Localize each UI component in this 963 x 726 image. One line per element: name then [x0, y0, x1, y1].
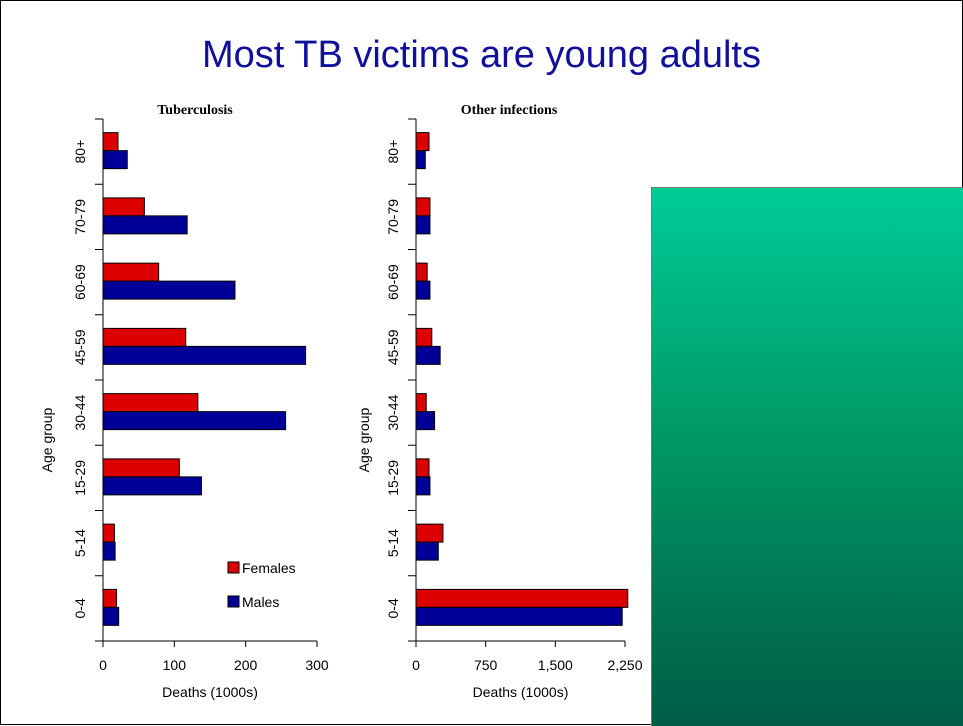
bar-males: [416, 216, 430, 234]
category-label: 5-14: [72, 529, 88, 557]
legend-swatch-females: [228, 562, 239, 573]
bar-males: [103, 542, 115, 560]
bar-females: [103, 328, 186, 346]
bar-males: [103, 412, 286, 430]
x-tick-label: 200: [234, 657, 258, 673]
category-label: 0-4: [385, 598, 401, 618]
bar-females: [103, 394, 198, 412]
legend-label-males: Males: [242, 594, 279, 610]
bar-males: [416, 151, 425, 169]
chart-title: Tuberculosis: [157, 103, 233, 118]
category-label: 15-29: [385, 460, 401, 496]
bar-males: [103, 216, 187, 234]
x-tick-label: 750: [474, 657, 498, 673]
category-label: 70-79: [72, 199, 88, 235]
bar-males: [103, 281, 235, 299]
x-axis-label: Deaths (1000s): [162, 684, 258, 700]
bar-females: [103, 524, 114, 542]
chart-title: Other infections: [461, 103, 558, 118]
x-axis-label: Deaths (1000s): [473, 684, 569, 700]
category-label: 45-59: [72, 329, 88, 365]
category-label: 80+: [72, 140, 88, 164]
category-label: 70-79: [385, 199, 401, 235]
bar-males: [103, 151, 127, 169]
legend-label-females: Females: [242, 560, 296, 576]
category-label: 15-29: [72, 460, 88, 496]
bar-males: [416, 346, 440, 364]
category-label: 80+: [385, 140, 401, 164]
x-tick-label: 100: [163, 657, 187, 673]
bar-males: [416, 542, 438, 560]
bar-females: [103, 198, 144, 216]
y-axis-label: Age group: [39, 407, 55, 472]
category-label: 60-69: [72, 264, 88, 300]
bar-females: [416, 198, 430, 216]
bar-females: [416, 133, 429, 151]
bar-females: [416, 524, 443, 542]
bar-males: [416, 412, 435, 430]
category-label: 0-4: [72, 598, 88, 618]
x-tick-label: 0: [99, 657, 107, 673]
bar-males: [416, 281, 430, 299]
x-tick-label: 1,500: [538, 657, 573, 673]
bar-males: [103, 346, 306, 364]
decorative-green-panel: [651, 187, 963, 726]
bar-females: [103, 589, 117, 607]
bar-males: [416, 607, 622, 625]
bar-females: [416, 459, 429, 477]
x-tick-label: 2,250: [607, 657, 642, 673]
bar-females: [103, 133, 118, 151]
y-axis-label: Age group: [356, 407, 372, 472]
bar-males: [103, 607, 119, 625]
bar-females: [103, 459, 179, 477]
x-tick-label: 0: [412, 657, 420, 673]
bar-females: [416, 589, 628, 607]
x-tick-label: 300: [305, 657, 329, 673]
bar-females: [103, 263, 159, 281]
bar-females: [416, 328, 432, 346]
category-label: 5-14: [385, 529, 401, 557]
bar-males: [103, 477, 201, 495]
legend-swatch-males: [228, 596, 239, 607]
bar-females: [416, 394, 426, 412]
category-label: 30-44: [72, 395, 88, 431]
bar-females: [416, 263, 427, 281]
category-label: 60-69: [385, 264, 401, 300]
category-label: 30-44: [385, 395, 401, 431]
bar-males: [416, 477, 430, 495]
category-label: 45-59: [385, 329, 401, 365]
